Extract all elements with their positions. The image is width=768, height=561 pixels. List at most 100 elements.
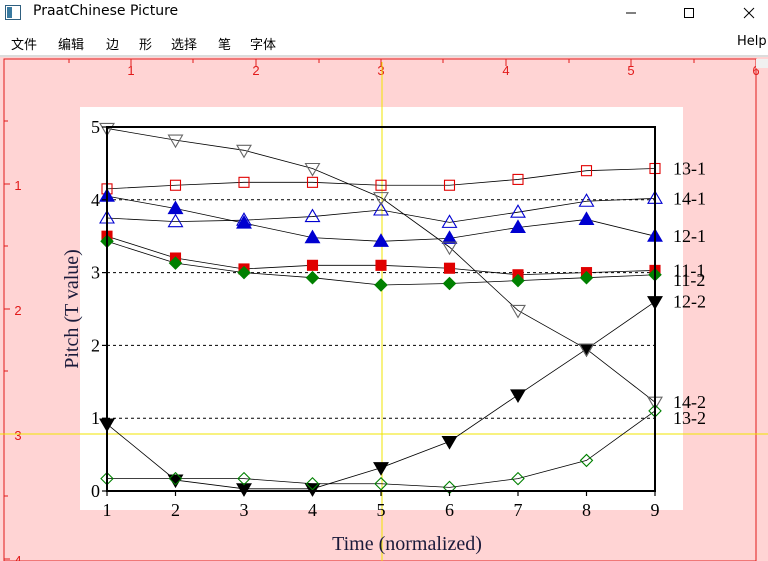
marker-14-1 (373, 201, 389, 216)
ruler-top-label: 2 (252, 63, 259, 78)
ruler-left-label: 4 (14, 553, 21, 561)
menu-bar: 文件 编辑 边 形 选择 笔 字体 Help (0, 28, 768, 54)
marker-14-2 (373, 192, 389, 206)
x-tick-label: 8 (582, 500, 591, 520)
ruler-top-label: 4 (502, 63, 509, 78)
app-icon (5, 5, 21, 20)
marker-12-1 (441, 230, 458, 244)
title-bar: PraatChinese Picture (0, 0, 768, 26)
marker-13-2 (579, 453, 594, 468)
marker-11-1 (375, 259, 387, 271)
marker-11-1 (443, 262, 456, 274)
marker-13-1 (306, 176, 319, 188)
marker-13-2 (374, 476, 388, 491)
marker-14-1 (304, 208, 321, 223)
series-line-14-1 (106, 197, 656, 223)
marker-13-1 (580, 165, 593, 177)
close-icon (743, 7, 755, 19)
ruler-top-label: 6 (752, 63, 759, 78)
menu-margins[interactable]: 边 (106, 38, 120, 53)
y-tick-label: 4 (91, 190, 100, 210)
marker-14-1 (167, 213, 184, 228)
series-label-11-1: 11-1 (673, 260, 705, 280)
y-axis-label: Pitch (T value) (61, 249, 83, 369)
menu-shape[interactable]: 形 (139, 38, 153, 53)
maximize-button[interactable] (666, 0, 712, 26)
marker-13-2 (168, 471, 183, 486)
ruler-top-label: 1 (127, 63, 134, 78)
marker-11-2 (442, 276, 457, 291)
minimize-button[interactable] (608, 0, 654, 26)
marker-11-2 (168, 256, 183, 270)
marker-12-1 (578, 211, 595, 226)
marker-11-2 (511, 273, 525, 288)
x-tick-label: 6 (445, 500, 454, 520)
x-axis-label: Time (normalized) (332, 533, 482, 555)
scrollbar-corner[interactable] (756, 59, 768, 68)
menu-font[interactable]: 字体 (250, 38, 277, 53)
marker-14-2 (304, 162, 321, 177)
series-label-14-2: 14-2 (673, 392, 706, 412)
marker-12-1 (304, 229, 321, 244)
minimize-icon (626, 12, 636, 14)
marker-14-2 (167, 134, 184, 149)
series-label-12-2: 12-2 (673, 292, 706, 312)
series-line-13-1 (106, 168, 656, 190)
series-label-13-2: 13-2 (673, 408, 706, 428)
marker-11-2 (305, 270, 320, 285)
x-tick-label: 4 (308, 500, 317, 520)
ruler-top-label: 3 (377, 63, 384, 78)
y-tick-label: 2 (91, 335, 100, 355)
ruler-left-label: 1 (14, 178, 21, 193)
marker-14-1 (441, 214, 458, 228)
series-label-13-1: 13-1 (673, 158, 706, 178)
x-tick-label: 1 (103, 500, 112, 520)
marker-11-2 (237, 265, 251, 280)
series-label-14-1: 14-1 (673, 188, 706, 208)
marker-12-2 (510, 389, 526, 403)
y-tick-label: 0 (91, 481, 100, 501)
canvas-border (3, 58, 757, 561)
close-button[interactable] (726, 0, 768, 26)
marker-13-1 (238, 176, 250, 188)
marker-11-2 (374, 278, 388, 292)
window-title: PraatChinese Picture (33, 3, 179, 19)
x-tick-label: 3 (240, 500, 249, 520)
marker-14-1 (578, 193, 595, 207)
marker-12-1 (373, 233, 389, 247)
marker-13-2 (237, 471, 251, 486)
x-tick-label: 5 (377, 500, 386, 520)
series-label-11-2: 11-2 (673, 270, 705, 290)
marker-12-1 (236, 215, 252, 229)
marker-13-1 (375, 179, 387, 191)
menu-select[interactable]: 选择 (171, 38, 198, 53)
series-line-13-2 (107, 410, 656, 488)
marker-13-1 (169, 179, 182, 191)
marker-12-1 (510, 219, 526, 234)
x-tick-label: 2 (171, 500, 180, 520)
marker-12-1 (167, 200, 184, 215)
menu-file[interactable]: 文件 (11, 38, 38, 53)
marker-13-2 (305, 476, 320, 491)
marker-13-2 (511, 471, 525, 486)
marker-14-1 (510, 204, 526, 218)
marker-14-2 (236, 144, 252, 159)
marker-13-1 (443, 179, 456, 191)
menu-edit[interactable]: 编辑 (58, 38, 85, 53)
menu-help[interactable]: Help (737, 34, 767, 49)
ruler-top-label: 5 (627, 63, 634, 78)
y-tick-label: 5 (91, 117, 100, 137)
marker-14-2 (441, 241, 458, 256)
marker-13-1 (512, 173, 524, 185)
menu-pen[interactable]: 笔 (218, 38, 232, 53)
marker-12-2 (236, 483, 252, 497)
marker-12-2 (441, 435, 458, 450)
marker-12-2 (373, 462, 389, 476)
ruler: 1 2 3 4 5 6 1 2 3 4 (4, 59, 760, 561)
series-label-12-1: 12-1 (673, 226, 706, 246)
ruler-left-label: 3 (14, 428, 21, 443)
series-line-14-2 (106, 128, 656, 403)
